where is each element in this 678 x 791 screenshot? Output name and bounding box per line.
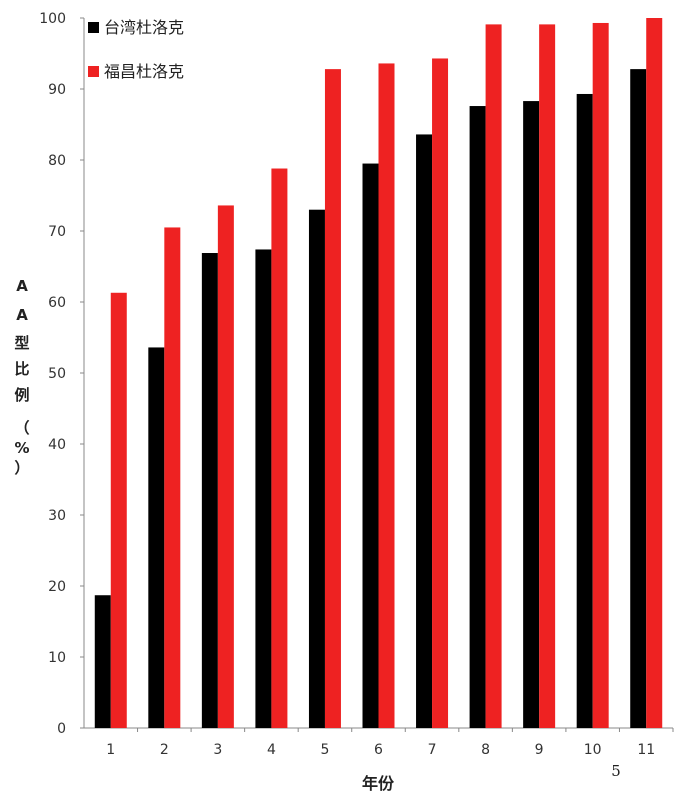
bar-series-1-year-4 (255, 249, 272, 728)
bar-series-2-year-5 (324, 69, 341, 729)
x-tick-label: 9 (535, 742, 544, 758)
y-tick-label: 60 (48, 295, 66, 311)
x-tick-label: 8 (481, 742, 490, 758)
y-tick-label: 10 (48, 650, 66, 666)
y-axis-label-char: （ (14, 419, 29, 437)
bar-series-2-year-10 (592, 22, 609, 729)
bar-series-1-year-1 (94, 595, 111, 728)
x-tick-label: 6 (374, 742, 383, 758)
y-tick-label: 70 (48, 224, 66, 240)
y-tick-label: 20 (48, 579, 66, 595)
y-tick-label: 30 (48, 508, 66, 524)
x-tick-label: 11 (637, 742, 655, 758)
page-number: 5 (611, 762, 621, 780)
legend-label-series-2: 福昌杜洛克 (104, 62, 184, 81)
legend-label-series-1: 台湾杜洛克 (104, 18, 184, 37)
y-tick-label: 100 (39, 11, 66, 27)
bar-series-1-year-9 (523, 101, 540, 728)
y-tick-label: 40 (48, 437, 66, 453)
bar-series-2-year-8 (485, 24, 502, 728)
bar-series-1-year-6 (362, 163, 379, 729)
bar-series-1-year-2 (148, 347, 165, 728)
y-tick-labels: 0 10 20 30 40 50 60 70 80 90 100 (39, 11, 66, 737)
axes (80, 17, 674, 732)
x-tick-labels: 1 2 3 4 5 6 7 8 9 10 11 (106, 742, 655, 758)
bar-series-1-year-10 (576, 93, 593, 729)
legend: 台湾杜洛克 福昌杜洛克 (88, 18, 184, 81)
bar-series-2-year-9 (539, 24, 556, 728)
bar-series-2-year-6 (378, 63, 395, 728)
legend-swatch-series-1 (88, 22, 99, 33)
bar-series-1-year-7 (416, 134, 433, 728)
bars (94, 18, 663, 729)
bar-series-1-year-3 (201, 253, 218, 728)
y-axis-label-char: A (16, 306, 28, 324)
y-tick-label: 50 (48, 366, 66, 382)
y-axis-label-char: % (14, 439, 29, 457)
y-tick-label: 0 (57, 721, 66, 737)
x-tick-label: 4 (267, 742, 276, 758)
legend-swatch-series-2 (88, 66, 99, 77)
bar-series-2-year-11 (646, 18, 663, 728)
bar-series-1-year-11 (630, 69, 647, 729)
bar-series-2-year-1 (110, 292, 127, 728)
x-tick-label: 1 (106, 742, 115, 758)
x-tick-label: 2 (160, 742, 169, 758)
y-axis-label-char: 比 (14, 360, 29, 378)
x-tick-label: 10 (584, 742, 602, 758)
bar-series-2-year-7 (432, 58, 449, 729)
x-tick-label: 3 (213, 742, 222, 758)
y-tick-label: 90 (48, 82, 66, 98)
x-tick-label: 7 (428, 742, 437, 758)
y-axis-label-char: ） (14, 459, 29, 477)
bar-series-2-year-3 (217, 205, 234, 728)
bar-series-2-year-4 (271, 168, 288, 728)
bar-series-1-year-5 (308, 209, 325, 728)
y-axis-label-char: A (16, 277, 28, 295)
bar-series-2-year-2 (164, 227, 181, 728)
x-axis-label: 年份 (362, 774, 395, 791)
y-axis-label-char: 型 (14, 334, 29, 352)
y-tick-label: 80 (48, 153, 66, 169)
y-axis-label-char: 例 (14, 386, 29, 404)
x-tick-label: 5 (320, 742, 329, 758)
bar-series-1-year-8 (469, 106, 486, 729)
